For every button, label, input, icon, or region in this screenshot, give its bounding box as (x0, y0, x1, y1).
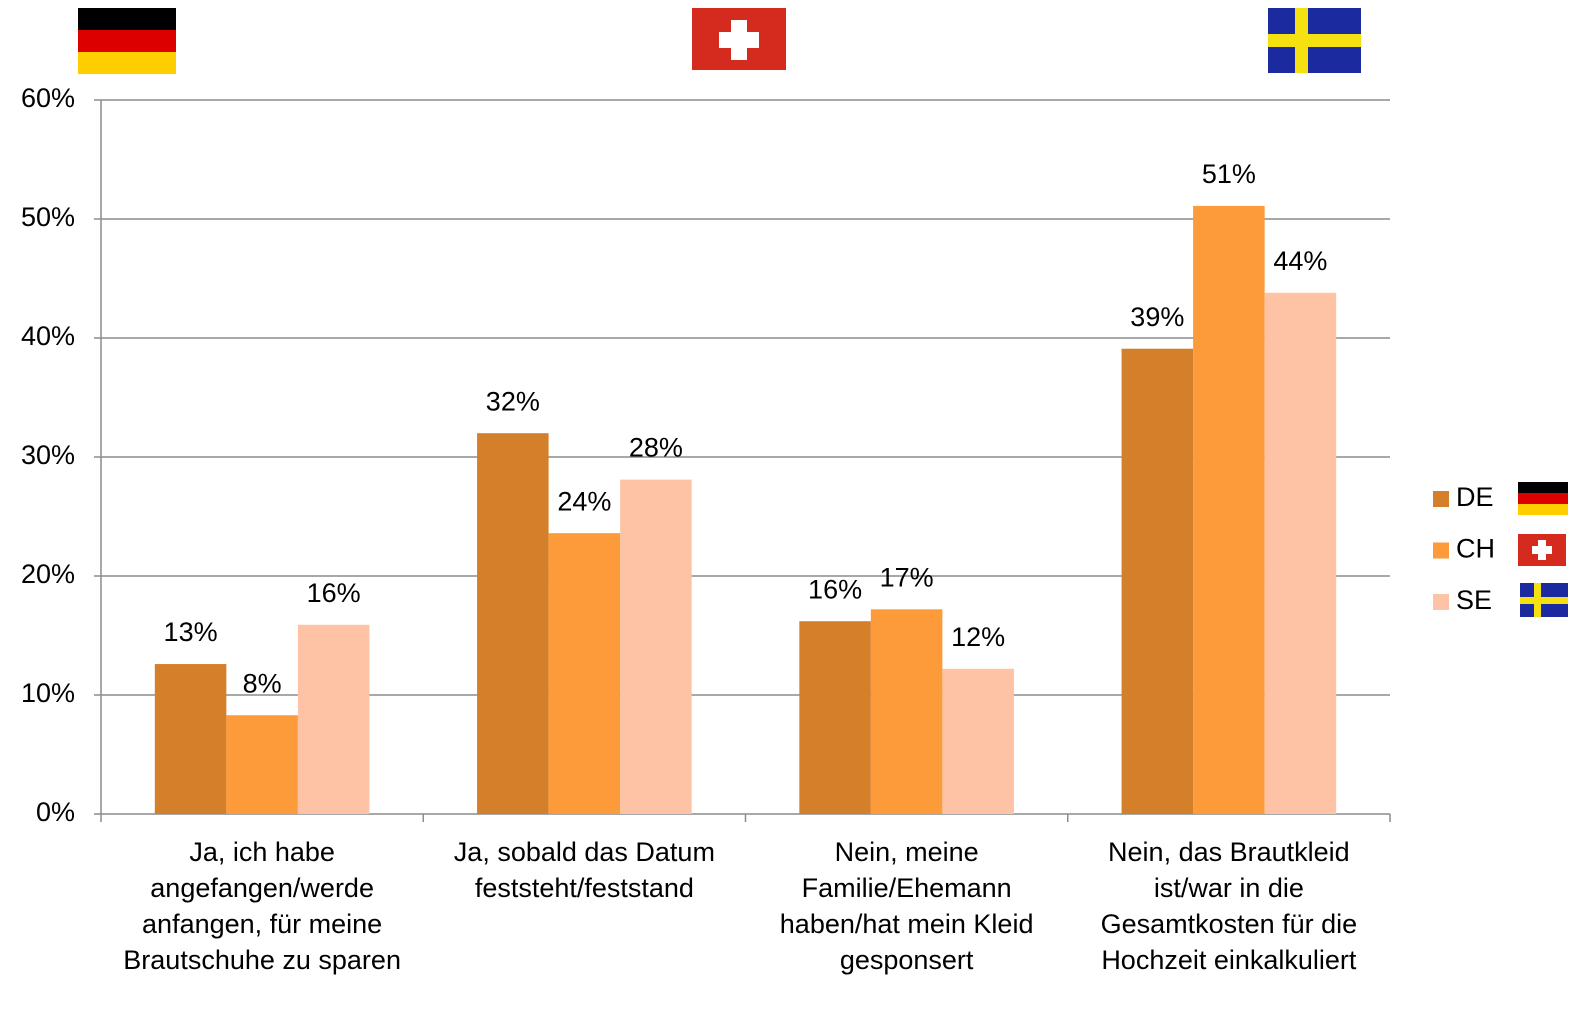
legend-flag-de (1518, 482, 1568, 515)
bar (1264, 292, 1337, 814)
legend-flag-ch (1518, 534, 1566, 566)
data-label: 8% (243, 668, 282, 698)
bar (154, 664, 227, 814)
flag-ch (692, 8, 786, 70)
legend-swatch (1433, 491, 1449, 507)
legend-label: DE (1456, 482, 1494, 512)
bar (870, 609, 943, 814)
data-label: 13% (164, 617, 218, 647)
data-label: 39% (1130, 302, 1184, 332)
y-tick-label: 60% (21, 83, 75, 113)
flag-de (78, 8, 176, 74)
x-tick-label: Ja, ich habe angefangen/werde anfangen, … (123, 837, 401, 975)
legend-flag-se (1520, 583, 1568, 617)
data-label: 44% (1273, 246, 1327, 276)
legend-label: SE (1456, 585, 1492, 615)
x-tick-label: Nein, meine Familie/Ehemann haben/hat me… (779, 837, 1034, 975)
y-tick-label: 50% (21, 202, 75, 232)
bar (1193, 205, 1265, 814)
bar (548, 533, 621, 814)
data-label: 32% (486, 386, 540, 416)
x-tick-label: Ja, sobald das Datum feststeht/feststand (453, 837, 715, 903)
data-label: 51% (1202, 159, 1256, 189)
bar (799, 621, 871, 814)
legend-label: CH (1456, 534, 1495, 564)
legend-swatch (1433, 594, 1449, 610)
data-label: 12% (951, 622, 1005, 652)
bar (1121, 348, 1194, 814)
data-label: 24% (557, 486, 611, 516)
flag-se (1268, 8, 1361, 73)
y-tick-label: 10% (21, 678, 75, 708)
bar (477, 433, 549, 814)
y-tick-label: 30% (21, 440, 75, 470)
bar (297, 624, 370, 814)
data-label: 16% (307, 578, 361, 608)
legend-swatch (1433, 542, 1449, 559)
bar (226, 715, 298, 814)
bar (942, 668, 1014, 814)
y-tick-label: 40% (21, 321, 75, 351)
y-tick-label: 0% (36, 797, 75, 827)
data-label: 17% (880, 562, 934, 592)
data-label: 28% (629, 433, 683, 463)
data-label: 16% (808, 574, 862, 604)
x-tick-label: Nein, das Brautkleid ist/war in die Gesa… (1100, 837, 1358, 975)
y-tick-label: 20% (21, 559, 75, 589)
bar (620, 479, 692, 814)
